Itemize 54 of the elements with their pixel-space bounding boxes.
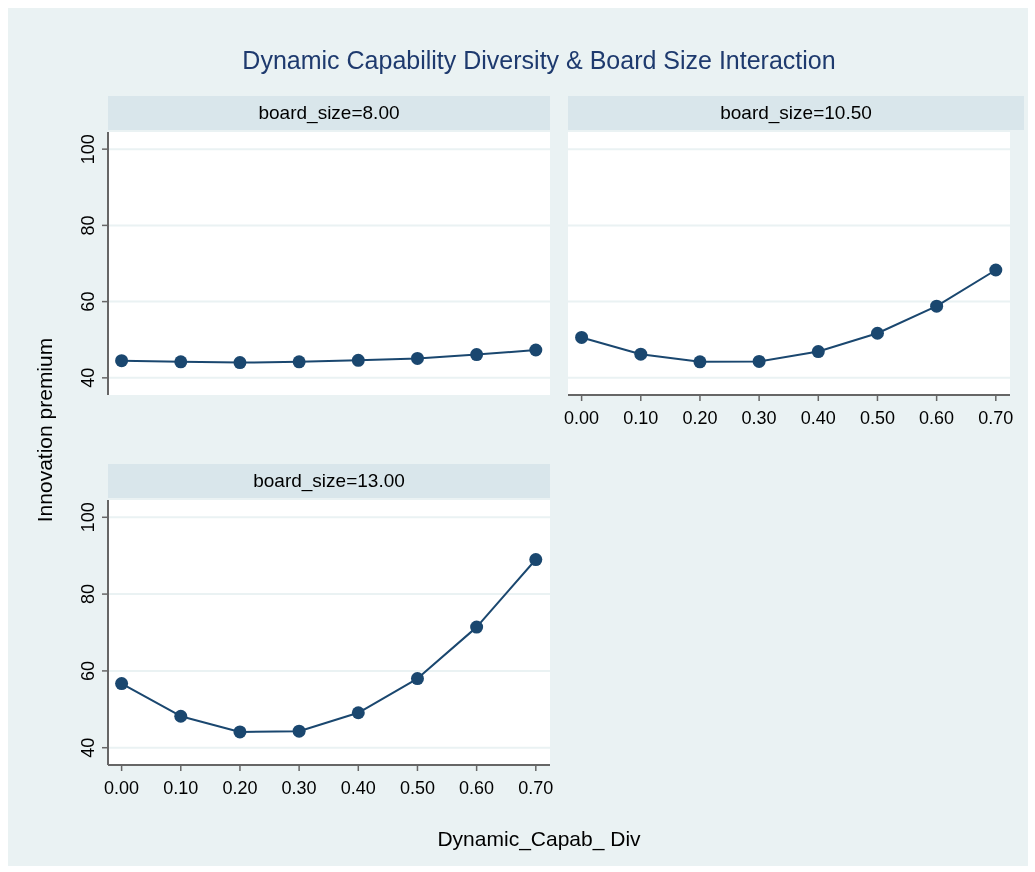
- point: [575, 330, 589, 344]
- x-tick-label: 0.10: [623, 408, 659, 428]
- chart-title: board_size=8.00: [258, 102, 400, 124]
- x-tick-label: 0.60: [459, 778, 495, 798]
- point: [174, 709, 188, 723]
- x-tick-label: 0.50: [399, 778, 435, 798]
- point: [115, 354, 129, 368]
- point: [410, 351, 424, 365]
- point: [870, 326, 884, 340]
- chart-title: board_size=10.50: [720, 102, 872, 124]
- x-tick-label: 0.00: [564, 408, 600, 428]
- x-tick-label: 0.70: [978, 408, 1014, 428]
- point: [693, 355, 707, 369]
- point: [529, 553, 543, 567]
- x-axis-title: Dynamic_Capab_ Div: [437, 827, 642, 851]
- chart-title: board_size=13.00: [253, 470, 405, 492]
- y-tick-label: 40: [78, 737, 98, 758]
- point: [752, 354, 766, 368]
- x-tick-label: 0.30: [741, 408, 777, 428]
- y-tick-label: 100: [78, 502, 98, 533]
- x-tick-label: 0.00: [104, 778, 140, 798]
- y-axis-title: Innovation premium: [33, 337, 56, 523]
- point: [811, 345, 825, 359]
- x-tick-label: 0.70: [518, 778, 554, 798]
- point: [989, 263, 1003, 277]
- point: [410, 672, 424, 686]
- y-tick-label: 60: [78, 291, 98, 312]
- y-tick-label: 80: [78, 584, 98, 605]
- point: [174, 355, 188, 369]
- point: [470, 348, 484, 362]
- x-tick-label: 0.30: [281, 778, 317, 798]
- point: [529, 343, 543, 357]
- point: [634, 347, 648, 361]
- point: [351, 706, 365, 720]
- point: [115, 677, 129, 691]
- x-tick-label: 0.20: [222, 778, 258, 798]
- point: [930, 299, 944, 313]
- point: [233, 356, 247, 370]
- point: [351, 353, 365, 367]
- point: [233, 725, 247, 739]
- x-tick-label: 0.50: [859, 408, 895, 428]
- x-tick-label: 0.40: [340, 778, 376, 798]
- x-tick-label: 0.10: [163, 778, 199, 798]
- y-tick-label: 60: [78, 660, 98, 681]
- y-tick-label: 80: [78, 215, 98, 236]
- x-tick-label: 0.40: [800, 408, 836, 428]
- y-tick-label: 100: [78, 134, 98, 165]
- x-tick-label: 0.60: [919, 408, 955, 428]
- x-tick-label: 0.20: [682, 408, 718, 428]
- point: [292, 724, 306, 738]
- text: Dynamic Capability Diversity & Board Size Interaction: [242, 46, 836, 74]
- point: [470, 620, 484, 634]
- y-tick-label: 40: [78, 367, 98, 388]
- point: [292, 355, 306, 369]
